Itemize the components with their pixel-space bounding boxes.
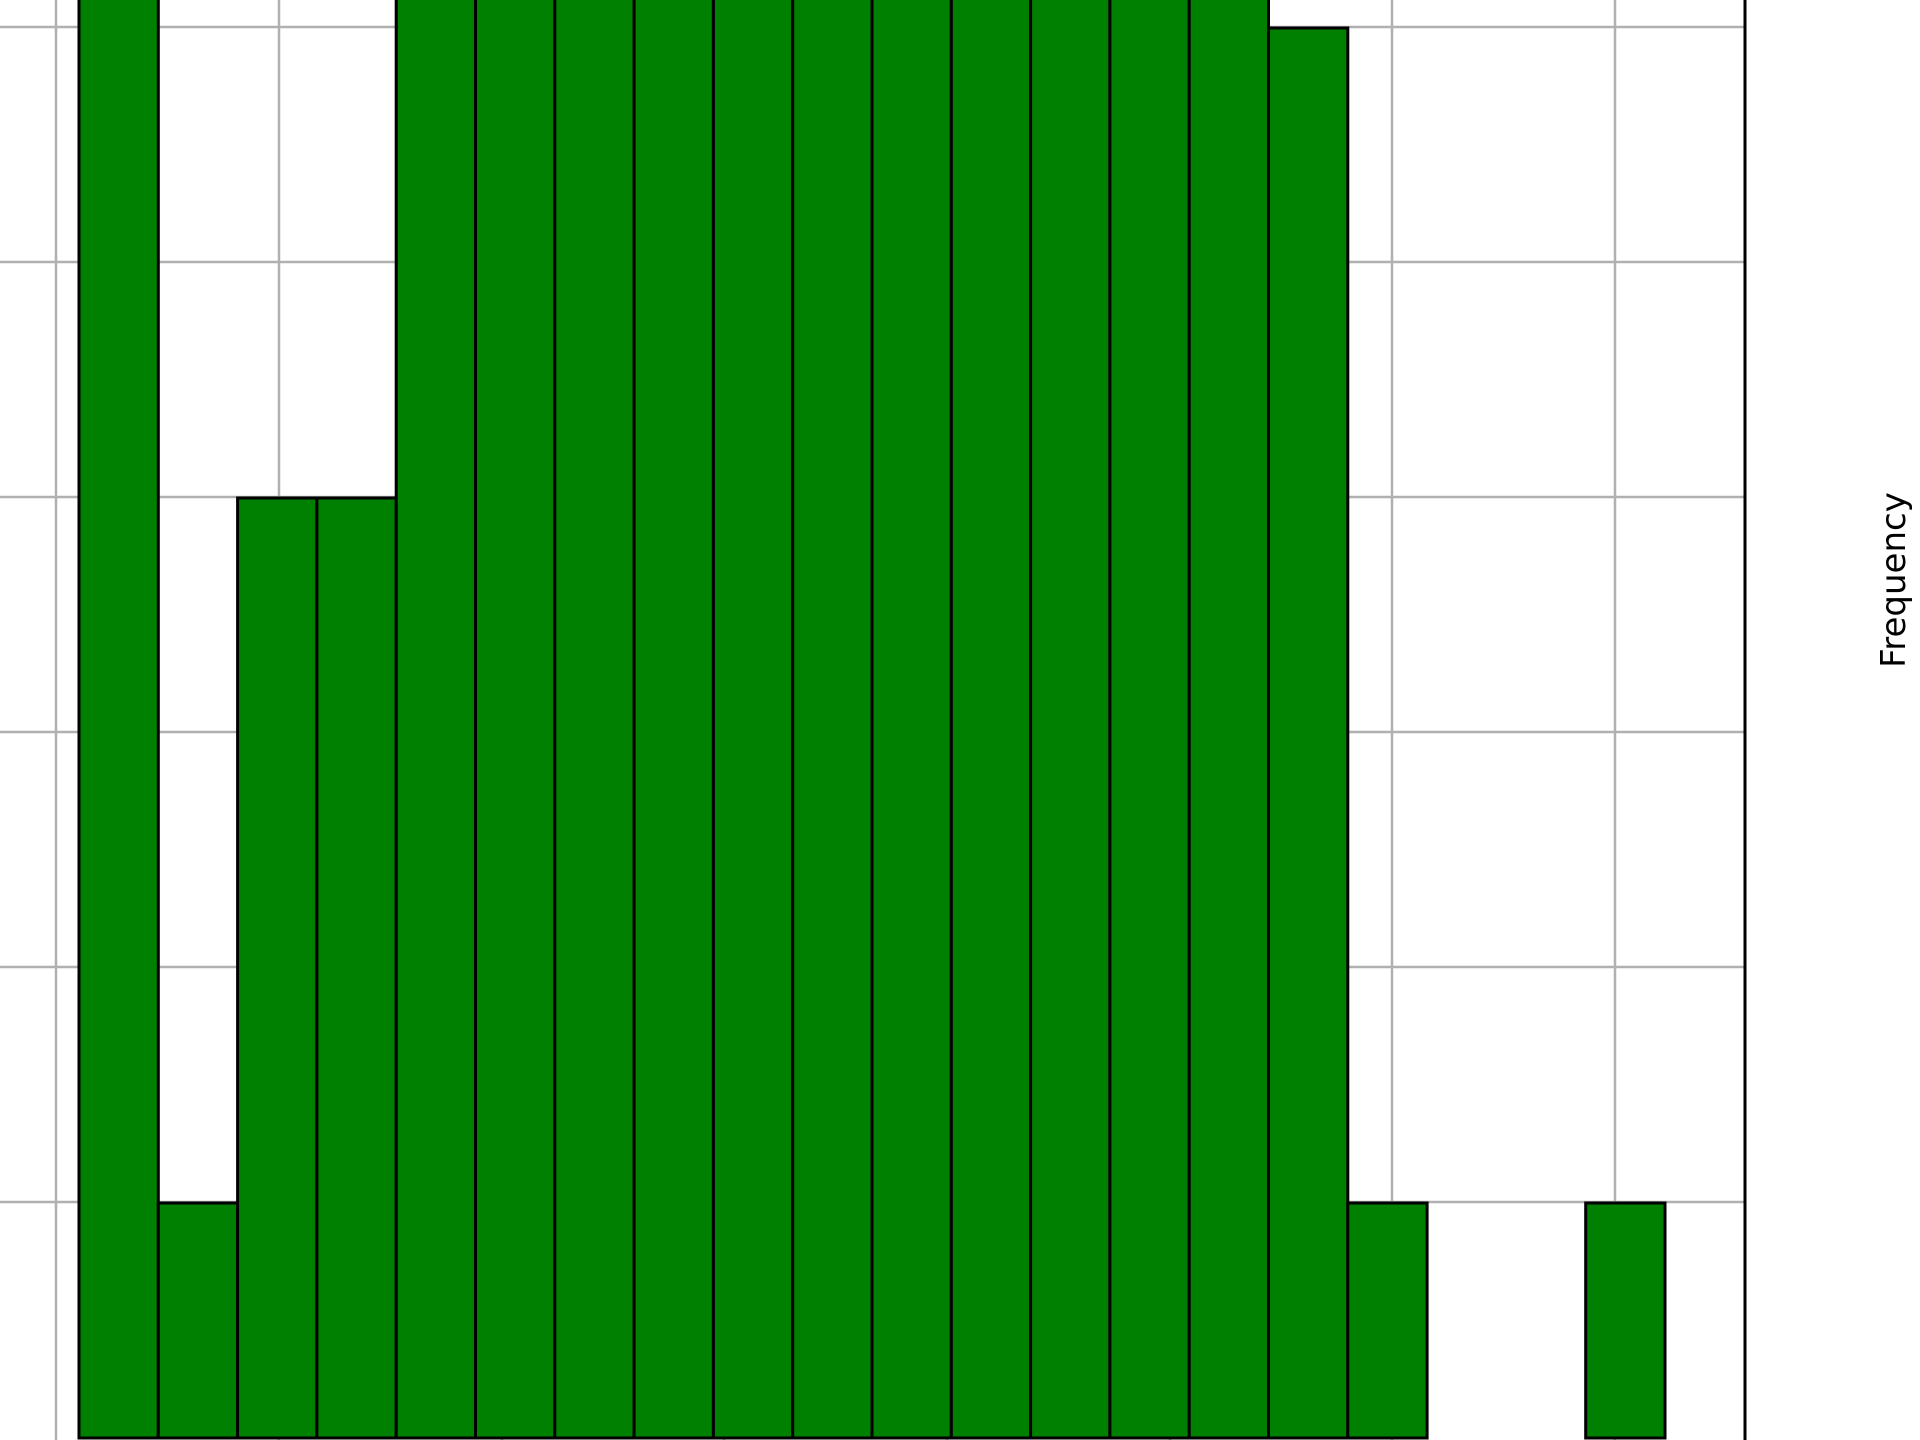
histogram-bar xyxy=(394,0,478,1440)
histogram-bar xyxy=(474,0,557,1440)
histogram-bar xyxy=(791,0,874,1440)
histogram-bar xyxy=(236,496,319,1440)
histogram-bar xyxy=(1187,0,1270,1440)
histogram-bar xyxy=(553,0,636,1440)
histogram-bar xyxy=(156,1201,240,1440)
histogram-bar xyxy=(1584,1201,1667,1440)
histogram-bar xyxy=(1267,26,1350,1440)
y-axis-label: Frequency xyxy=(1874,492,1914,668)
histogram-bar xyxy=(632,0,715,1440)
histogram-bar xyxy=(1108,0,1191,1440)
histogram-bar xyxy=(1029,0,1112,1440)
histogram-bar xyxy=(949,0,1033,1440)
histogram-bars xyxy=(77,0,1667,1440)
histogram-bar xyxy=(711,0,795,1440)
histogram-bar xyxy=(315,496,398,1440)
histogram-bar xyxy=(77,0,160,1440)
histogram-bar xyxy=(870,0,953,1440)
histogram-bar xyxy=(1346,1201,1429,1440)
